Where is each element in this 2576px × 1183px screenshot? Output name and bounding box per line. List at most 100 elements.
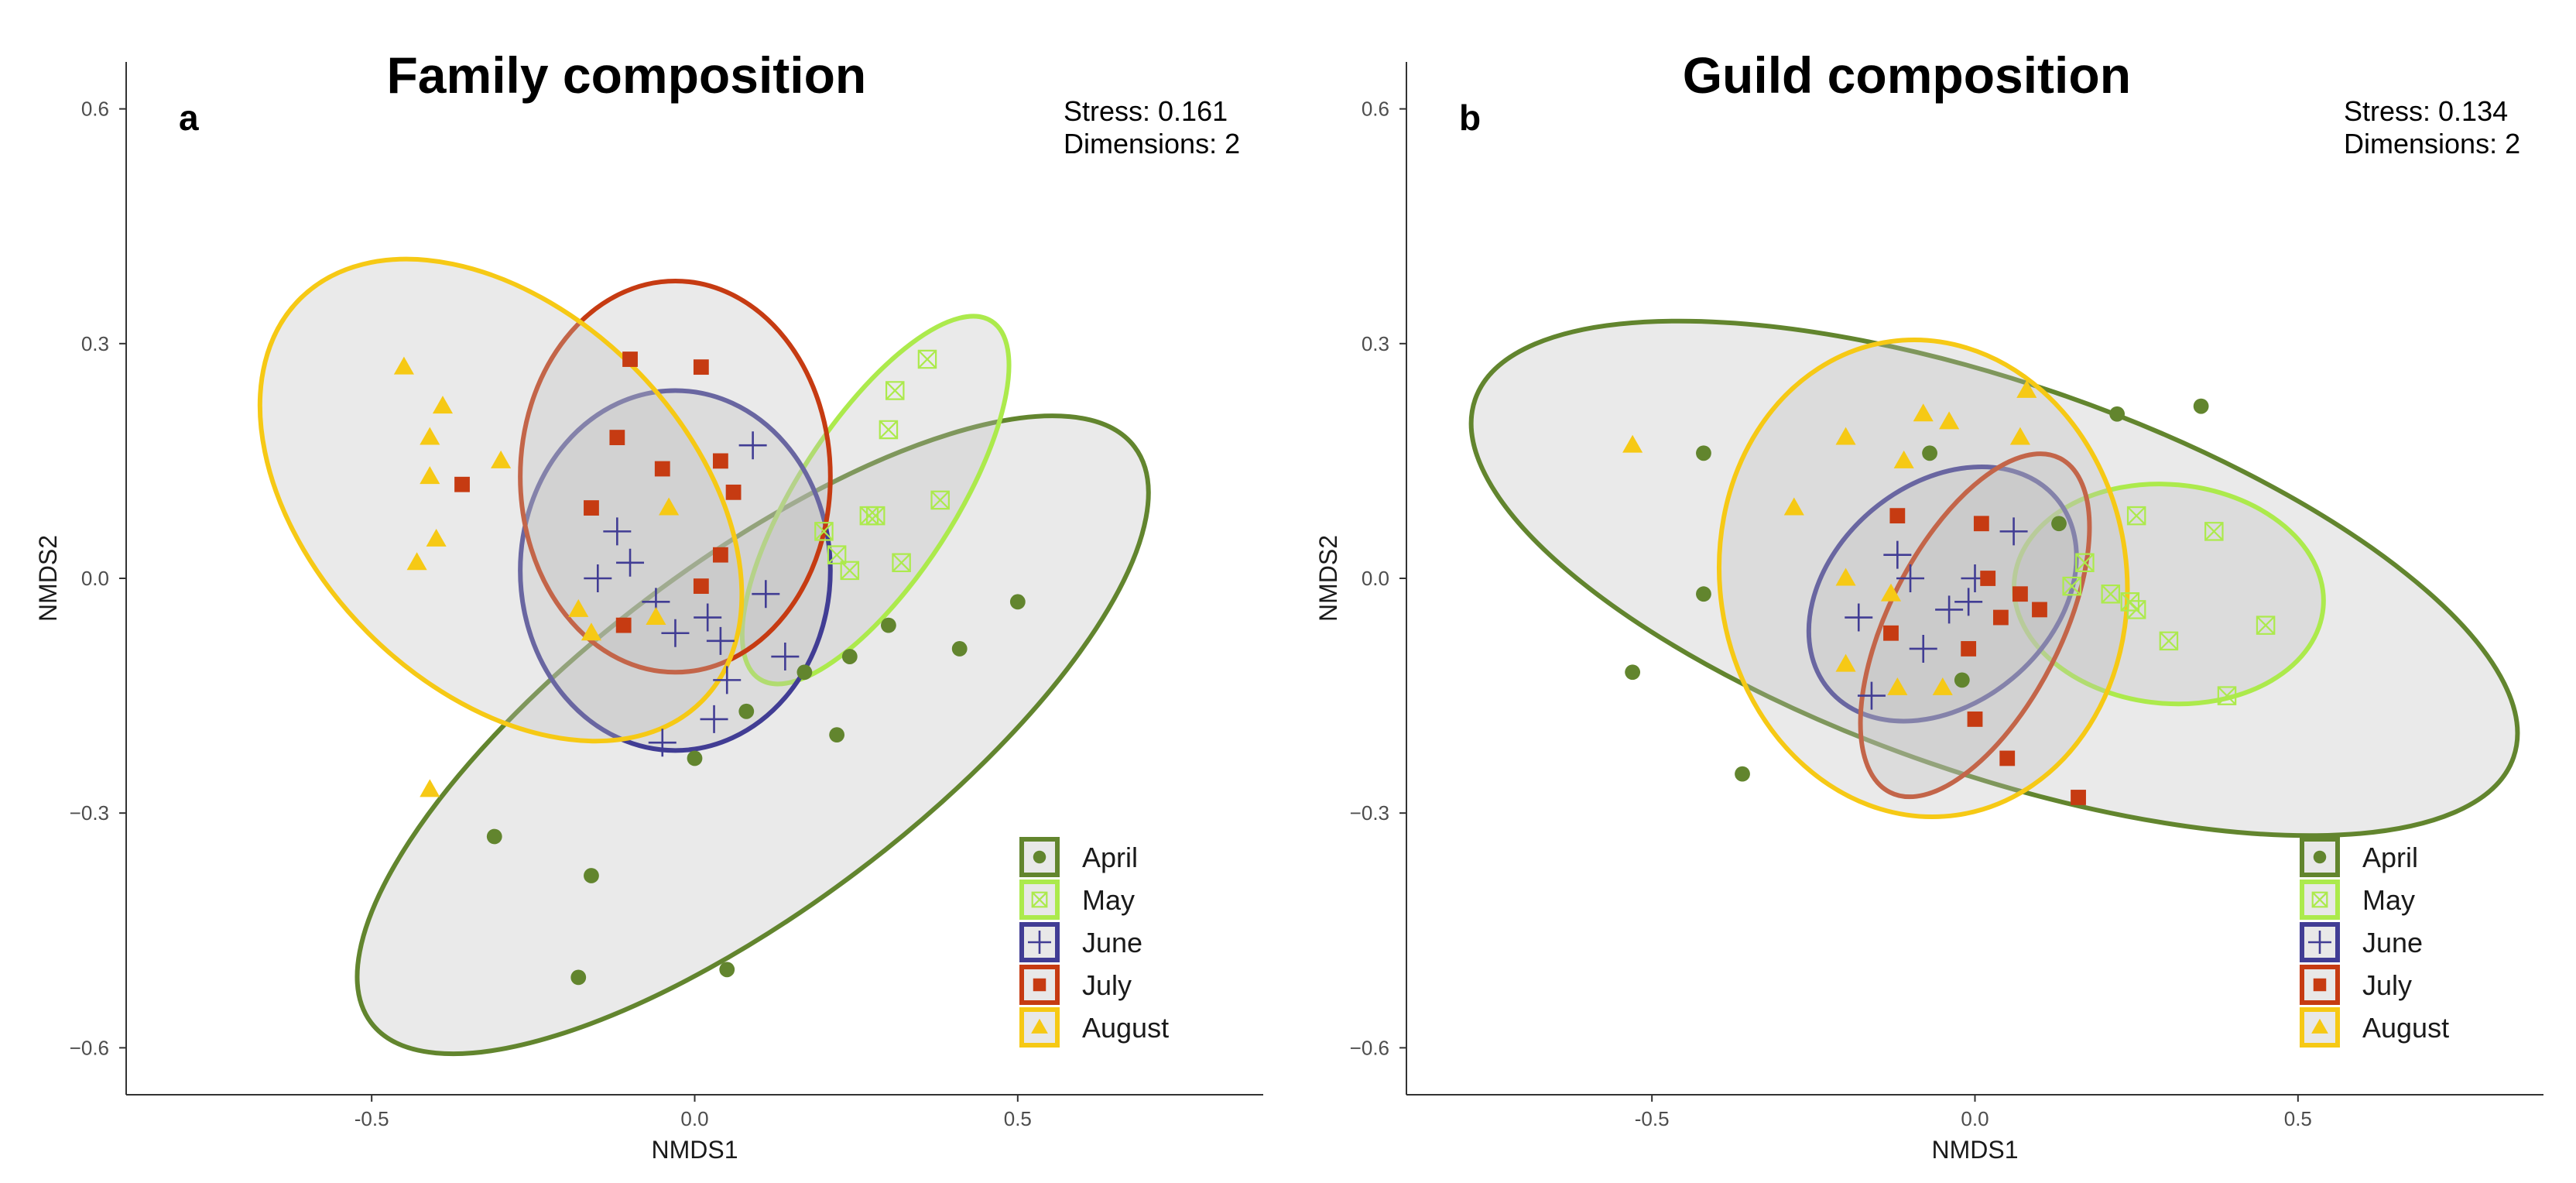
legend-key-marker (1031, 1018, 1048, 1034)
point-layer (393, 349, 1026, 986)
point-july (693, 359, 709, 375)
legend-key-box (1019, 880, 1060, 920)
point-july (2012, 586, 2028, 602)
point-june (616, 548, 645, 577)
point-june (661, 619, 690, 647)
x-axis-title: NMDS1 (651, 1136, 738, 1164)
point-july (1980, 571, 1996, 586)
point-may (2204, 522, 2224, 541)
point-august (432, 396, 454, 414)
y-tick-label: −0.3 (1350, 801, 1389, 825)
legend-item-july: July (2300, 965, 2412, 1005)
point-august (568, 598, 589, 617)
point-july (2071, 790, 2086, 805)
point-june (648, 729, 677, 757)
point-august (426, 528, 447, 547)
x-tick-label: 0.0 (1961, 1107, 1989, 1130)
point-august (2016, 379, 2037, 398)
y-tick-label: −0.3 (70, 801, 109, 825)
panel-title: Family composition (386, 46, 866, 104)
point-july (712, 547, 728, 563)
x-ticks: -0.5 0.0 0.5 (355, 1095, 1032, 1130)
point-may (2101, 584, 2121, 604)
point-april (796, 664, 813, 681)
x-ticks: -0.5 0.0 0.5 (1635, 1095, 2312, 1130)
legend-item-august: August (1019, 1007, 1169, 1048)
point-june (706, 626, 735, 655)
legend-item-june: June (2300, 922, 2423, 962)
point-april (570, 969, 587, 986)
point-may (885, 381, 905, 400)
point-july (1973, 516, 1989, 532)
y-axis-title: NMDS2 (34, 535, 62, 622)
point-august (1622, 434, 1643, 453)
legend-key-marker (2311, 891, 2328, 908)
point-august (1913, 403, 1934, 422)
y-tick-label: 0.3 (81, 332, 109, 355)
point-july (622, 351, 638, 367)
y-axis-title: NMDS2 (1314, 535, 1342, 622)
y-tick-label: 0.0 (1362, 567, 1389, 590)
ellipse-july (1858, 451, 2092, 800)
point-august (406, 552, 427, 571)
legend-item-april: April (2300, 837, 2418, 877)
point-july (1992, 609, 2009, 626)
point-april (1922, 445, 1937, 461)
point-june (584, 564, 612, 592)
legend-item-july: July (1019, 965, 1132, 1005)
point-may (865, 506, 886, 526)
point-june (1883, 540, 1912, 569)
legend-label: June (1082, 927, 1142, 958)
point-may (930, 490, 950, 510)
y-tick-label: 0.0 (81, 567, 109, 590)
point-july (1961, 641, 1977, 657)
panel-title: Guild composition (1683, 46, 2131, 104)
legend-label: June (2362, 927, 2423, 958)
point-august (1835, 567, 1856, 586)
x-tick-label: 0.0 (680, 1107, 708, 1130)
legend-label: August (2362, 1012, 2449, 1044)
point-june (752, 580, 780, 609)
point-april (738, 703, 755, 719)
y-ticks: −0.6 −0.3 0.0 0.3 0.6 (70, 98, 126, 1059)
point-april (1696, 586, 1711, 602)
point-may (2256, 616, 2276, 635)
point-july (2032, 602, 2047, 618)
point-august (1835, 653, 1856, 672)
legend-item-may: May (1019, 880, 1135, 920)
point-august (1939, 411, 1960, 430)
legend-key-marker (1033, 978, 1046, 992)
ellipse-may (739, 314, 1012, 687)
point-august (581, 622, 602, 641)
point-august (491, 450, 512, 468)
legend-item-august: August (2300, 1007, 2449, 1048)
dimensions-label: Dimensions: 2 (1064, 128, 1240, 159)
point-april (1954, 672, 1970, 688)
point-june (1999, 517, 2028, 546)
point-june (771, 643, 800, 671)
point-august (1880, 583, 1902, 602)
point-august (1783, 497, 1804, 516)
point-april (829, 727, 845, 743)
panel-family-composition: −0.6 −0.3 0.0 0.3 0.6 -0.5 0.0 0.5 Family comp… (34, 46, 1263, 1164)
point-august (420, 779, 440, 797)
point-july (609, 430, 625, 445)
point-july (1889, 508, 1906, 524)
point-july (712, 453, 728, 469)
legend-key-marker (1031, 891, 1048, 908)
legend-key-marker (2308, 931, 2331, 954)
point-may (879, 420, 899, 440)
legend-key-marker (1033, 850, 1046, 864)
point-june (738, 431, 767, 460)
legend-key-marker (2313, 978, 2327, 992)
y-tick-label: −0.6 (1350, 1036, 1389, 1059)
point-may (2126, 600, 2146, 619)
x-axis-title: NMDS1 (1931, 1136, 2018, 1164)
point-may (892, 553, 911, 573)
point-may (840, 561, 860, 581)
point-april (880, 617, 896, 633)
x-tick-label: 0.5 (2284, 1107, 2312, 1130)
legend-item-june: June (1019, 922, 1142, 962)
point-april (1009, 594, 1026, 610)
